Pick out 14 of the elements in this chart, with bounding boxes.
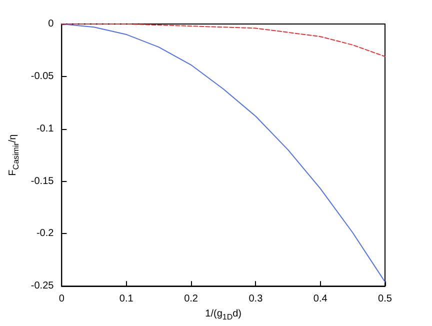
x-tick-label: 0.4 xyxy=(313,294,328,305)
y-axis-title: FCasimir/η xyxy=(8,134,20,176)
x-tick-label: 0.5 xyxy=(378,294,392,305)
y-tick-label: -0.15 xyxy=(30,176,54,187)
line-series xyxy=(61,24,386,57)
y-tick-label: -0.05 xyxy=(30,70,54,82)
x-tick-label: 0.1 xyxy=(119,294,134,305)
x-tick-label: 0 xyxy=(58,294,65,305)
y-tick-label: -0.25 xyxy=(30,280,54,292)
x-tick-label: 0.2 xyxy=(184,294,198,305)
y-tick-label: -0.2 xyxy=(36,228,54,240)
y-tick-label: 0 xyxy=(48,18,54,30)
y-tick-label: -0.1 xyxy=(36,123,54,134)
x-tick-label: 0.3 xyxy=(248,294,264,305)
